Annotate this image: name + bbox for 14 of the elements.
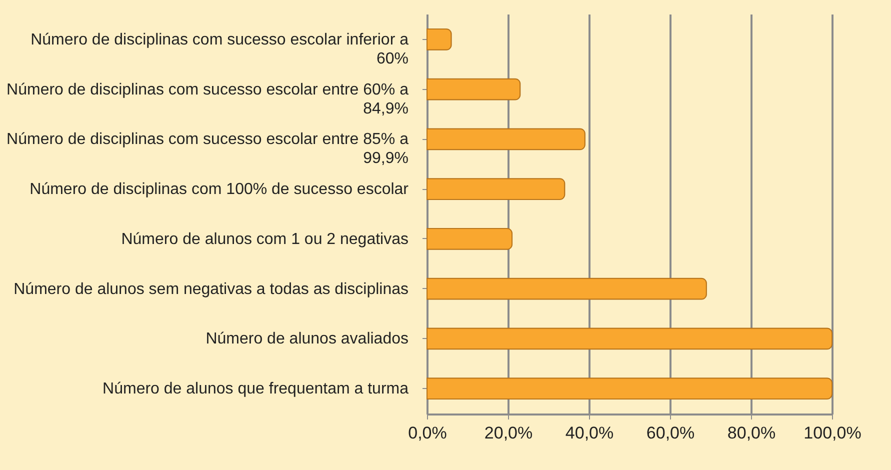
y-tick-label: Número de alunos com 1 ou 2 negativas [121, 230, 408, 248]
x-tick-label: 0,0% [408, 424, 447, 442]
x-tick-label: 80,0% [727, 424, 776, 442]
y-tick-label: Número de alunos sem negativas a todas as disciplinas [14, 280, 408, 298]
x-tick-label: 20,0% [484, 424, 533, 442]
y-tick-label: Número de disciplinas com sucesso escolar entre 85% a 99,9% [6, 131, 409, 168]
x-tick-label: 60,0% [646, 424, 695, 442]
y-tick-label: Número de disciplinas com sucesso escolar inferior a 60% [30, 31, 409, 68]
y-tick-label: Número de alunos que frequentam a turma [102, 380, 409, 398]
y-tick-label: Número de disciplinas com 100% de sucesso escolar [30, 181, 410, 198]
x-tick-label: 40,0% [565, 424, 614, 442]
x-tick-label: 100,0% [804, 424, 862, 442]
y-tick-label: Número de alunos avaliados [206, 330, 408, 348]
y-tick-label: Número de disciplinas com sucesso escolar entre 60% a 84,9% [6, 81, 409, 118]
